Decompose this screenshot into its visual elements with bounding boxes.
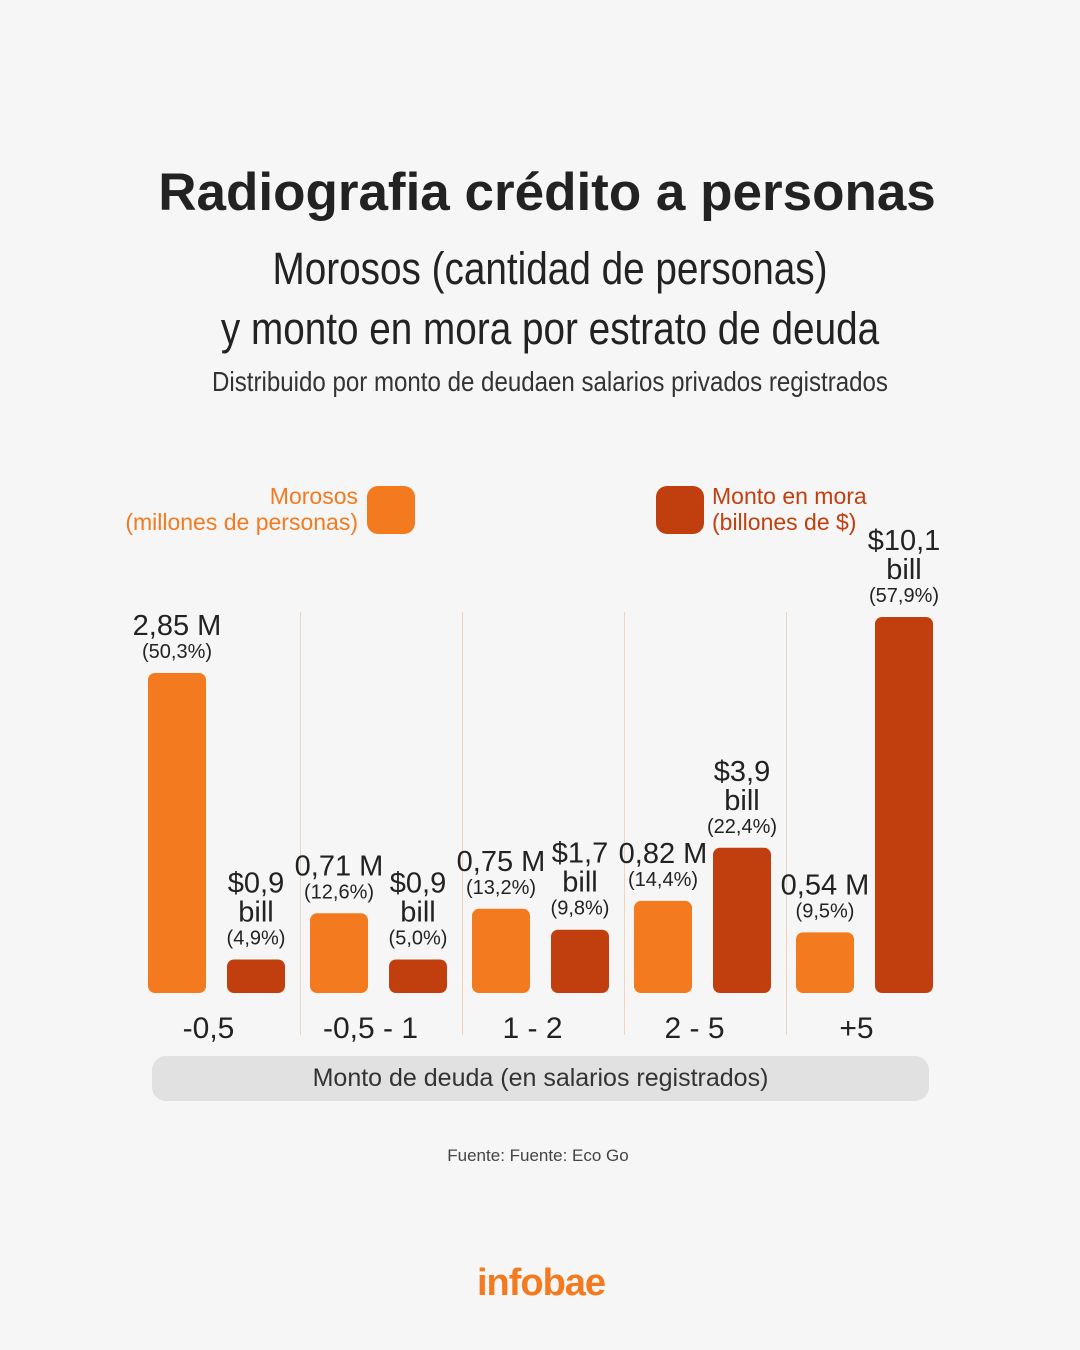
bar-monto [227,959,285,993]
value-label-monto: $10,1 [868,525,941,557]
value-label-monto: $1,7 [552,838,608,870]
source-note: Fuente: Fuente: Eco Go [447,1146,629,1165]
share-label-monto: (5,0%) [389,927,448,949]
bar-monto [389,959,447,993]
bar-monto [713,847,771,993]
legend-morosos-swatch [367,486,415,534]
share-label-morosos: (9,5%) [796,900,855,922]
legend-monto-title: Monto en mora [712,483,867,509]
chart-subtitle-line1: Morosos (cantidad de personas) [272,243,828,294]
value-label-monto: $0,9 [390,867,446,899]
share-label-morosos: (14,4%) [628,869,698,891]
value-label-monto: bill [562,867,597,899]
x-axis-title: Monto de deuda (en salarios registrados) [152,1056,929,1101]
x-tick-label: 2 - 5 [664,1012,724,1045]
share-label-monto: (57,9%) [869,585,939,607]
bar-morosos [634,900,692,993]
legend-monto: Monto en mora (billones de $) [712,483,867,535]
value-label-morosos: 0,82 M [619,838,708,870]
legend-morosos-unit: (millones de personas) [125,509,358,535]
chart-title: Radiografia crédito a personas [158,163,936,222]
chart-note: Distribuido por monto de deudaen salario… [212,366,888,397]
value-label-monto: bill [724,785,759,817]
bar-monto [551,929,609,993]
legend-monto-unit: (billones de $) [712,509,857,535]
legend-monto-swatch [656,486,704,534]
chart-subtitle-line2: y monto en mora por estrato de deuda [220,303,880,354]
bar-morosos [472,908,530,993]
value-label-monto: bill [238,896,273,928]
infobae-logo: infobae [476,1262,606,1304]
value-label-morosos: 0,54 M [781,869,870,901]
share-label-monto: (22,4%) [707,816,777,838]
legend-morosos: Morosos (millones de personas) [125,483,358,535]
value-label-morosos: 2,85 M [133,610,222,642]
x-tick-label: +5 [839,1012,873,1045]
legend-morosos-title: Morosos [269,483,358,509]
bar-monto [875,617,933,993]
share-label-monto: (9,8%) [551,898,610,920]
x-tick-label: -0,5 [183,1012,235,1045]
share-label-monto: (4,9%) [227,927,286,949]
value-label-monto: bill [886,554,921,586]
value-label-monto: $3,9 [714,756,770,788]
value-label-monto: bill [400,896,435,928]
share-label-morosos: (50,3%) [142,641,212,663]
value-label-morosos: 0,75 M [457,846,546,878]
x-tick-label: -0,5 - 1 [323,1012,418,1045]
bar-morosos [796,932,854,993]
bar-morosos [148,673,206,993]
value-label-morosos: 0,71 M [295,850,384,882]
share-label-morosos: (13,2%) [466,877,536,899]
share-label-morosos: (12,6%) [304,881,374,903]
x-tick-label: 1 - 2 [502,1012,562,1045]
bar-morosos [310,913,368,993]
value-label-monto: $0,9 [228,867,284,899]
